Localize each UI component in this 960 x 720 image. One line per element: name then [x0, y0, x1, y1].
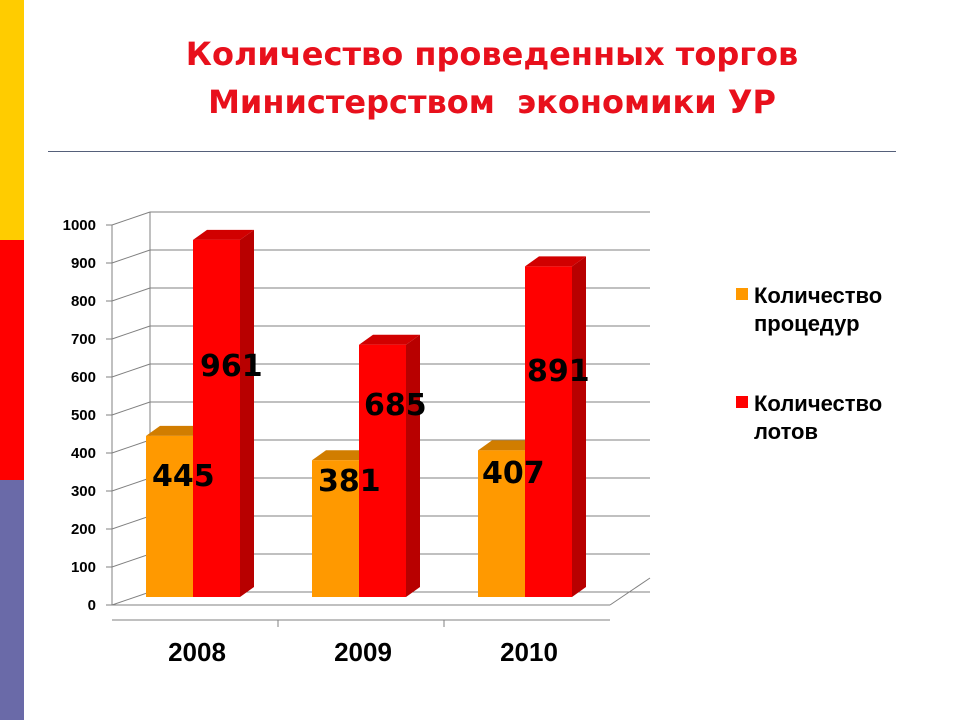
- data-label-procedures-2008: 445: [152, 459, 215, 494]
- side-bar-purple: [0, 480, 24, 720]
- gridline-diag-500: [111, 401, 151, 416]
- slide-title-line-1: Количество проведенных торгов: [185, 35, 799, 73]
- bar-top-lots-2009: [359, 334, 420, 345]
- gridline-diag-900: [111, 249, 151, 264]
- y-tick-label-1000: 1000: [63, 217, 96, 234]
- gridline-diag-1000: [111, 211, 151, 226]
- bar-lots-2010: [525, 266, 572, 597]
- x-tick-label-2009: 2009: [334, 637, 392, 667]
- bar-lots-2008: [193, 239, 240, 597]
- bar-top-procedures-2009: [312, 450, 373, 461]
- data-label-lots-2009: 685: [364, 388, 427, 423]
- y-tick-label-600: 600: [71, 369, 96, 386]
- gridline-diag-200: [111, 515, 151, 530]
- x-tick-label-2010: 2010: [500, 637, 558, 667]
- bar-top-lots-2010: [525, 256, 586, 267]
- side-bar-red: [0, 240, 24, 480]
- bar-top-procedures-2010: [478, 440, 539, 451]
- gridline-diag-700: [111, 325, 151, 340]
- data-label-lots-2010: 891: [527, 354, 590, 389]
- floor-side-edge: [609, 577, 651, 606]
- data-label-procedures-2010: 407: [482, 456, 545, 491]
- legend-label-procedures: Количество процедур: [754, 283, 883, 336]
- bar-procedures-2010: [478, 450, 525, 597]
- gridline-diag-600: [111, 363, 151, 378]
- chart-legend: Количество процедур Количество лотов: [736, 282, 946, 476]
- bar-lots-2009: [359, 344, 406, 597]
- gridline-diag-800: [111, 287, 151, 302]
- legend-item-lots: Количество лотов: [736, 390, 946, 446]
- legend-item-procedures: Количество процедур: [736, 282, 946, 338]
- gridline-diag-400: [111, 439, 151, 454]
- bar-procedures-2009: [312, 460, 359, 597]
- y-tick-label-0: 0: [88, 597, 96, 614]
- slide-title: Количество проведенных торгов Министерст…: [24, 30, 960, 126]
- bar-top-procedures-2008: [146, 425, 207, 436]
- legend-swatch-lots: [736, 396, 748, 408]
- y-tick-label-500: 500: [71, 407, 96, 424]
- y-tick-label-900: 900: [71, 255, 96, 272]
- gridline-diag-100: [111, 553, 151, 568]
- y-tick-label-700: 700: [71, 331, 96, 348]
- gridline-diag-300: [111, 477, 151, 492]
- legend-label-lots: Количество лотов: [754, 391, 883, 444]
- x-tick-label-2008: 2008: [168, 637, 226, 667]
- data-label-lots-2008: 961: [200, 349, 263, 384]
- title-divider: [48, 151, 896, 152]
- y-tick-label-300: 300: [71, 483, 96, 500]
- bar-top-lots-2008: [193, 229, 254, 240]
- bar-side-lots-2010: [572, 256, 586, 597]
- side-bar-yellow: [0, 0, 24, 240]
- y-tick-label-400: 400: [71, 445, 96, 462]
- data-label-procedures-2009: 381: [318, 464, 381, 499]
- y-tick-label-200: 200: [71, 521, 96, 538]
- y-tick-label-100: 100: [71, 559, 96, 576]
- gridline-diag-0: [111, 591, 151, 606]
- legend-swatch-procedures: [736, 288, 748, 300]
- bar-procedures-2008: [146, 435, 193, 597]
- slide-title-line-2: Министерством экономики УР: [208, 83, 776, 121]
- bar-side-lots-2009: [406, 334, 420, 597]
- bar-side-lots-2008: [240, 229, 254, 597]
- y-tick-label-800: 800: [71, 293, 96, 310]
